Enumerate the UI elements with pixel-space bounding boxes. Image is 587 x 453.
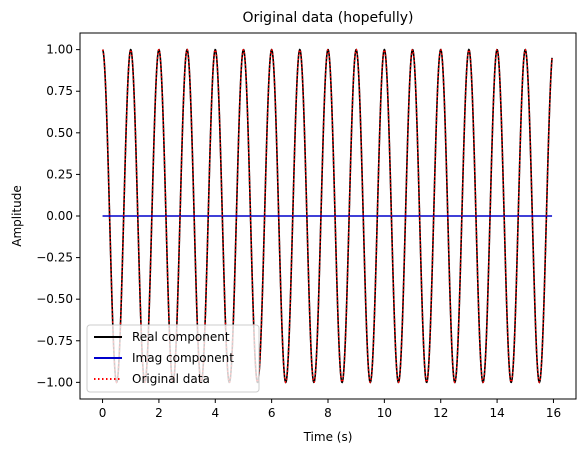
legend-box [86,324,260,393]
x-tick-label: 0 [99,406,107,420]
y-tick-label: −0.25 [36,251,73,265]
y-tick-label: 1.00 [46,43,73,57]
x-tick-label: 10 [377,406,392,420]
series-layer [101,48,553,384]
y-tick-label: −1.00 [36,375,73,389]
x-axis-label: Time (s) [303,430,353,444]
legend: Real component Imag component Original d… [86,324,260,393]
y-axis-label: Amplitude [10,185,24,247]
chart-title: Original data (hopefully) [243,10,414,26]
y-axis-ticks: 1.00 0.75 0.50 0.25 0.00 −0.25 −0.50 −0.75 −1.00 [36,43,80,389]
y-tick-label: 0.75 [46,84,73,98]
y-tick-label: 0.00 [46,209,73,223]
x-tick-label: 2 [155,406,163,420]
x-tick-label: 12 [433,406,448,420]
y-tick-label: 0.50 [46,126,73,140]
x-tick-label: 16 [546,406,561,420]
x-axis-ticks: 0 2 4 6 8 10 12 14 16 [99,399,561,420]
x-tick-label: 14 [489,406,504,420]
legend-label-imag: Imag component [132,351,234,365]
x-tick-label: 6 [268,406,276,420]
series-original-data [101,48,553,384]
x-tick-label: 4 [211,406,219,420]
legend-label-real: Real component [132,330,230,344]
y-tick-label: 0.25 [46,167,73,181]
y-tick-label: −0.75 [36,334,73,348]
x-tick-label: 8 [324,406,332,420]
legend-label-original: Original data [132,372,210,386]
y-tick-label: −0.50 [36,292,73,306]
